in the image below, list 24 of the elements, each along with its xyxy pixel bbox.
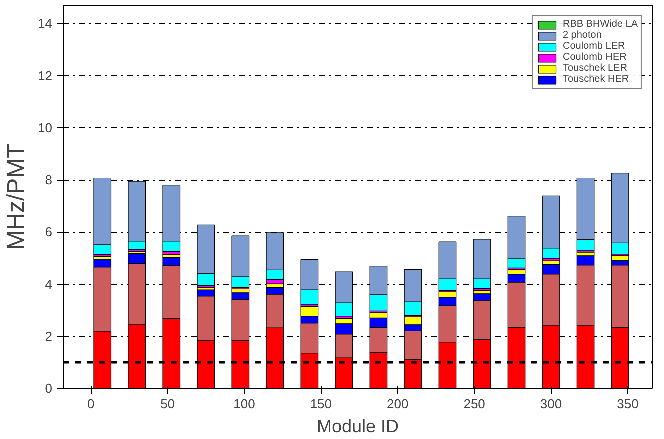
y-tick-label: 4: [45, 276, 53, 292]
y-tick-label: 2: [45, 328, 53, 344]
legend-label: Coulomb HER: [562, 52, 627, 63]
y-axis-title: MHz/PMT: [3, 143, 30, 250]
x-axis-title: Module ID: [316, 416, 400, 436]
y-tick-label: 6: [45, 224, 53, 240]
x-tick-label: 0: [87, 396, 95, 412]
x-tick-label: 200: [387, 396, 409, 412]
y-tick-label: 0: [45, 381, 53, 396]
y-tick-label: 8: [45, 172, 53, 188]
x-tick-label: 100: [234, 396, 256, 412]
x-tick-label: 50: [160, 396, 176, 412]
legend-label: Touschek HER: [562, 74, 630, 85]
legend-label: 2 photon: [562, 30, 602, 41]
y-tick-label: 12: [38, 68, 53, 84]
y-tick-label: 14: [38, 16, 53, 32]
legend-label: Touschek LER: [562, 63, 628, 74]
x-tick-label: 150: [310, 396, 332, 412]
legend-label: RBB BHWide LA: [562, 19, 638, 30]
legend-label: Coulomb LER: [562, 41, 626, 52]
y-tick-label: 10: [38, 120, 53, 136]
x-tick-label: 250: [464, 396, 486, 412]
x-tick-label: 300: [540, 396, 562, 412]
x-tick-label: 350: [617, 396, 639, 412]
